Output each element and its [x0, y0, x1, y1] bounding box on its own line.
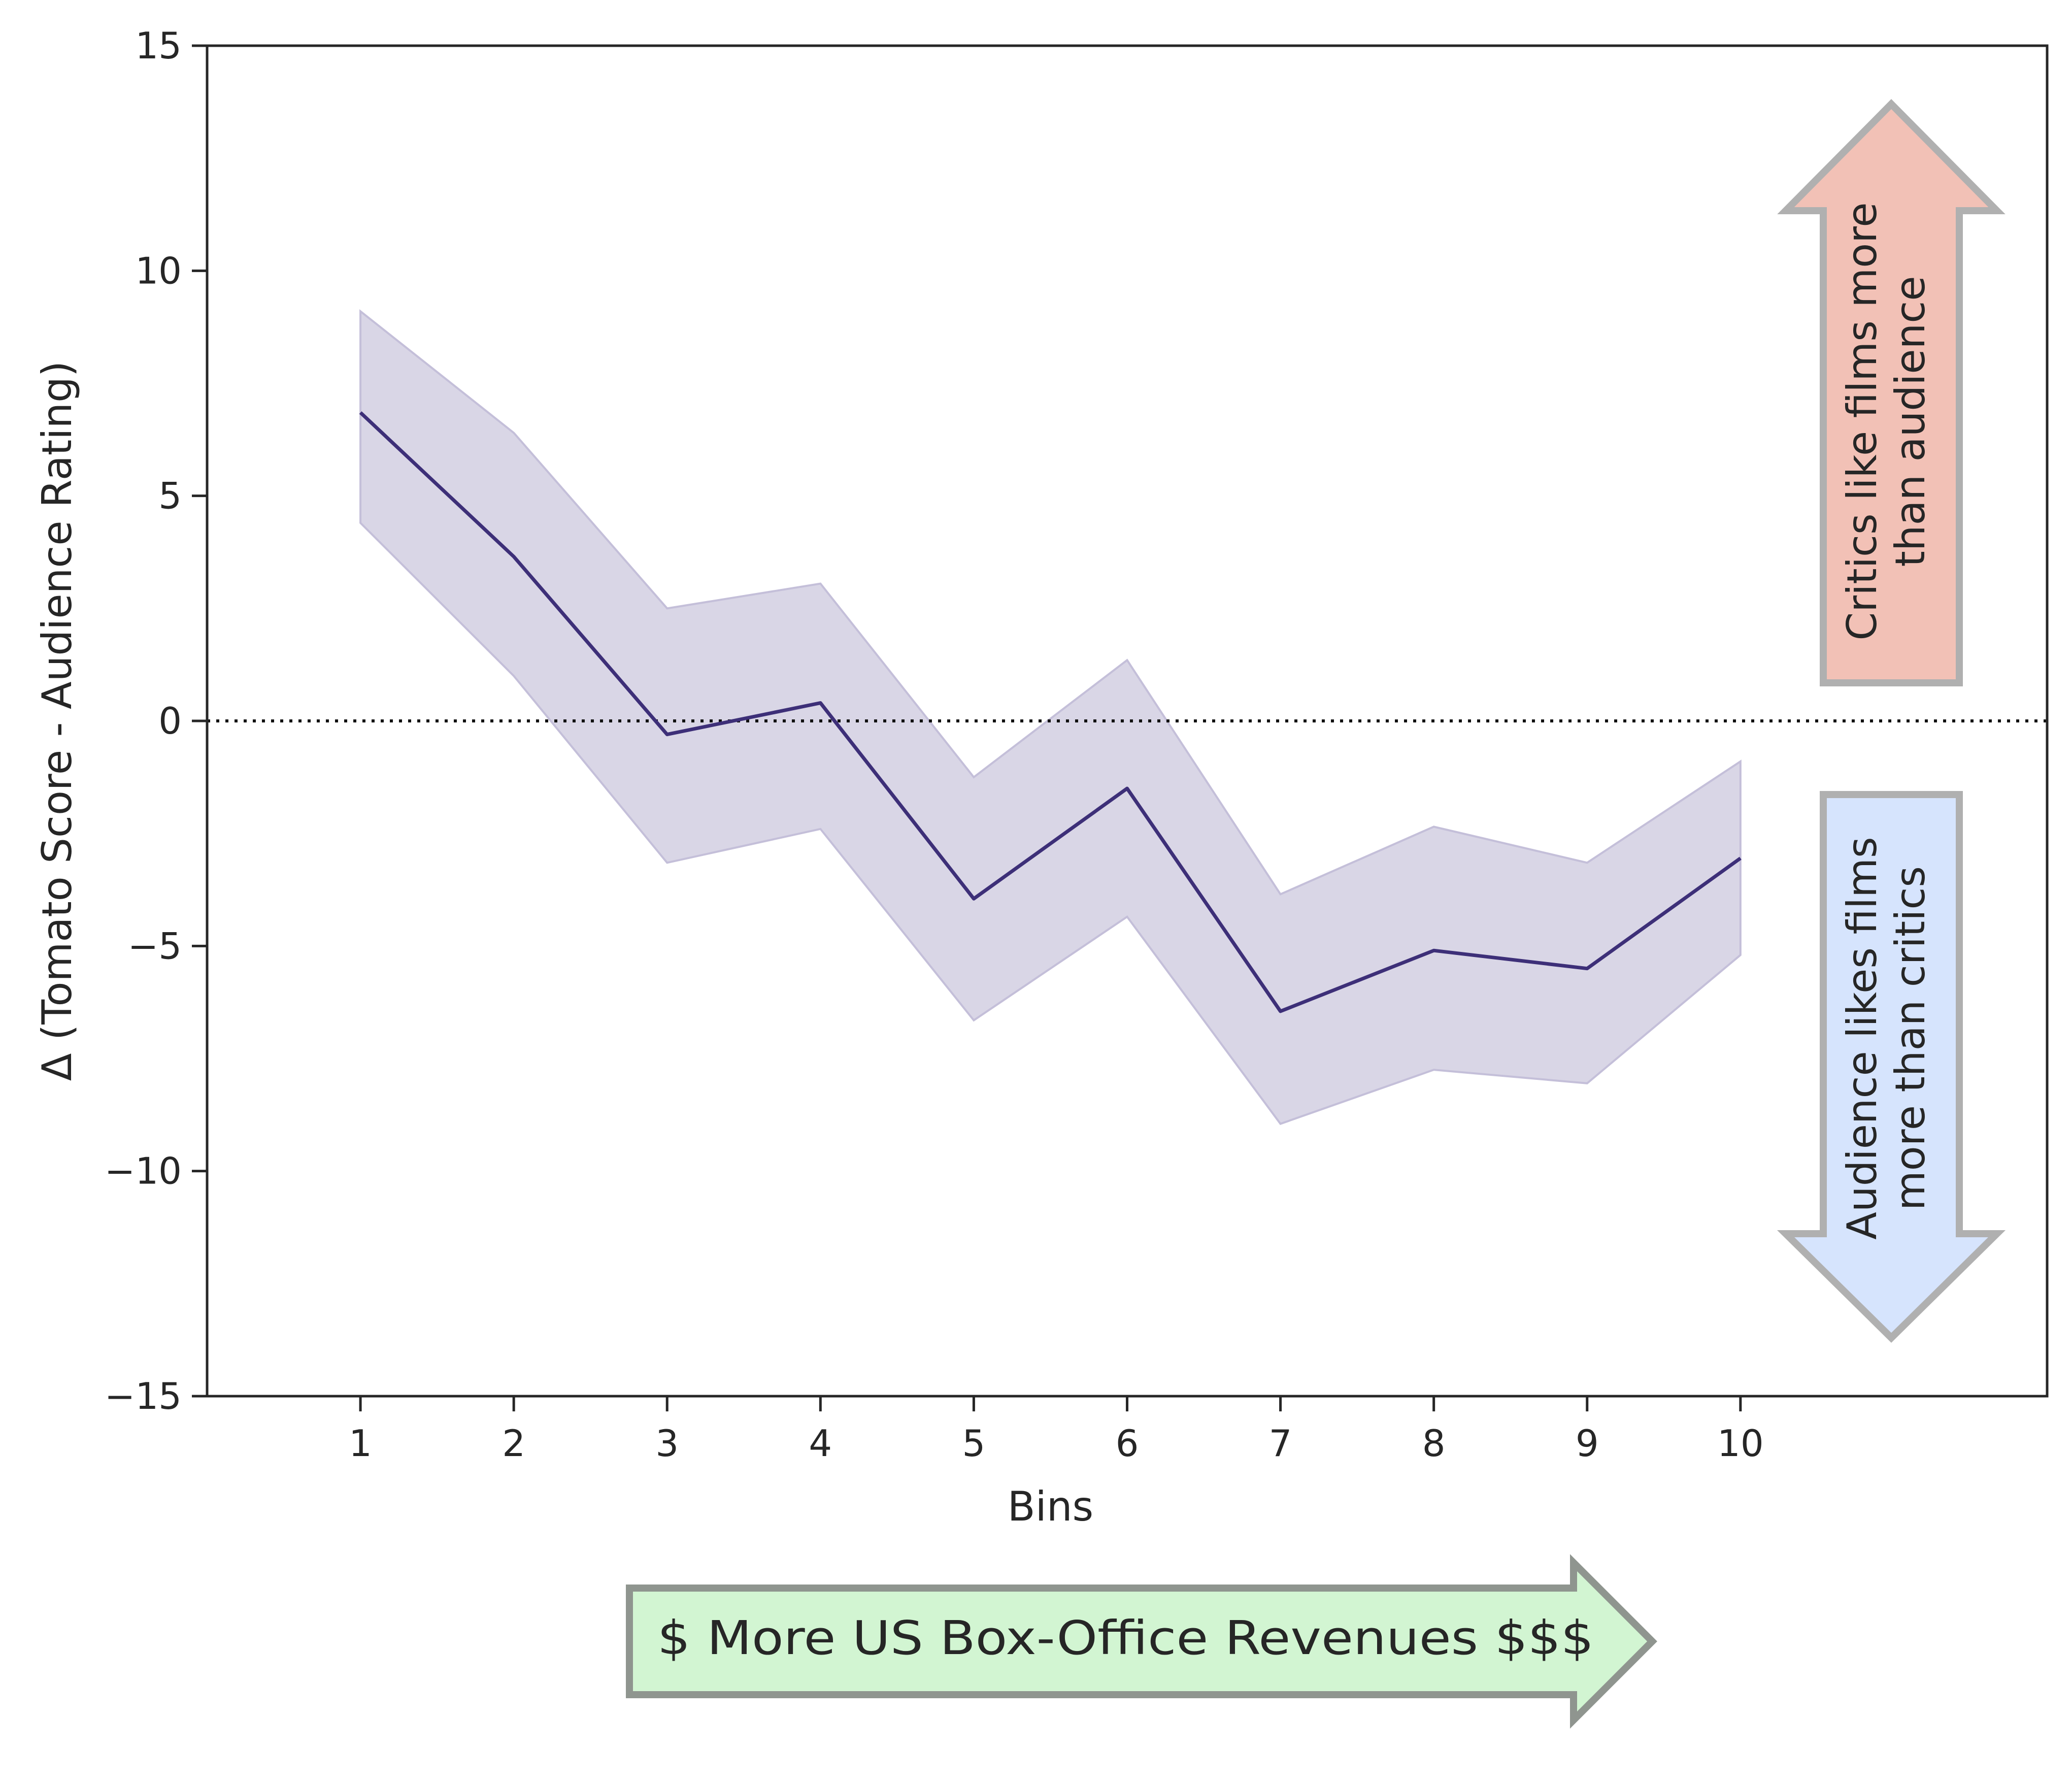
y-tick-label: −10	[105, 1150, 182, 1193]
y-tick-label: 15	[135, 24, 182, 67]
y-tick-label: 10	[135, 249, 182, 292]
audience-annotation-line-2: more than critics	[1887, 866, 1934, 1210]
y-tick-label: 0	[158, 700, 182, 742]
x-tick-label: 2	[502, 1422, 525, 1465]
y-tick-label: 5	[158, 475, 182, 517]
y-tick-label: −5	[128, 925, 182, 967]
audience-down-arrow	[1777, 791, 2006, 1343]
revenue-annotation: $ More US Box-Office Revenues $$$	[657, 1611, 1594, 1665]
critics-up-arrow	[1777, 99, 2006, 686]
x-tick-label: 6	[1116, 1422, 1139, 1465]
x-tick-label: 3	[655, 1422, 679, 1465]
y-tick-label: −15	[105, 1375, 182, 1417]
x-tick-label: 7	[1269, 1422, 1292, 1465]
audience-annotation-line-1: Audience likes films	[1839, 837, 1886, 1239]
x-axis-label: Bins	[1008, 1483, 1094, 1530]
y-axis-label: Δ (Tomato Score - Audience Rating)	[34, 361, 81, 1081]
confidence-band	[359, 309, 1742, 1125]
x-tick-label: 1	[349, 1422, 372, 1465]
audience-annotation: Audience likes films more than critics	[1839, 837, 1934, 1239]
critics-annotation-line-2: than audience	[1887, 276, 1934, 567]
critics-annotation-line-1: Critics like films more	[1839, 202, 1886, 640]
critics-annotation: Critics like films more than audience	[1839, 202, 1934, 640]
x-tick-label: 8	[1422, 1422, 1446, 1465]
revenue-right-arrow	[626, 1554, 1657, 1729]
x-tick-label: 10	[1717, 1422, 1764, 1465]
x-tick-label: 4	[809, 1422, 832, 1465]
x-tick-label: 9	[1576, 1422, 1599, 1465]
mean-line	[359, 411, 1742, 1013]
x-tick-label: 5	[962, 1422, 986, 1465]
